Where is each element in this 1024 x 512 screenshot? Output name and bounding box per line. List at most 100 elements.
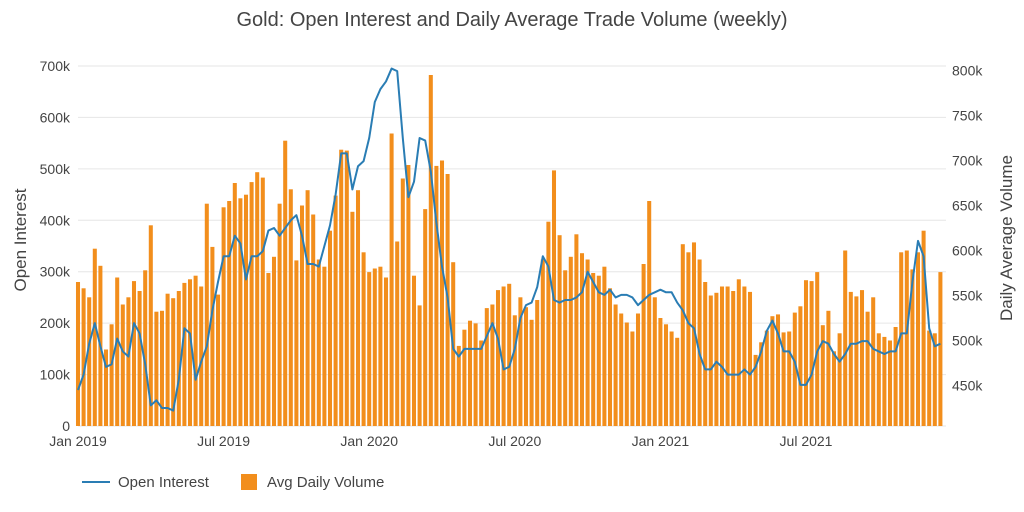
volume-bar [109, 324, 114, 426]
volume-bar [865, 311, 870, 426]
volume-bar [523, 307, 529, 426]
volume-bar [439, 160, 445, 426]
volume-bar [266, 273, 271, 426]
volume-bar [512, 315, 517, 426]
legend-label-avg-daily-volume: Avg Daily Volume [267, 474, 384, 491]
volume-bar [187, 279, 193, 426]
volume-bar [540, 259, 545, 426]
volume-bar [383, 277, 389, 426]
legend-item-open-interest[interactable]: Open Interest [82, 474, 210, 491]
volume-bar [143, 270, 148, 426]
x-tick-label: Jul 2021 [780, 433, 833, 449]
right-tick-label: 750k [952, 108, 983, 124]
volume-bar [859, 290, 865, 426]
volume-bar [697, 259, 702, 426]
volume-bar [131, 281, 137, 426]
volume-bar [400, 178, 405, 426]
volume-bar [691, 242, 697, 426]
volume-bar [546, 221, 551, 426]
volume-bar [87, 297, 92, 426]
right-axis-title: Daily Average Volume [997, 155, 1016, 321]
volume-bar [215, 294, 221, 426]
volume-bar [529, 319, 534, 426]
volume-bar [355, 190, 361, 426]
volume-bar [725, 286, 730, 426]
volume-bar [232, 183, 237, 426]
volume-bar [271, 256, 277, 426]
volume-bar [680, 244, 685, 426]
volume-bar [81, 288, 86, 426]
volume-bar [882, 336, 887, 426]
volume-bar [249, 182, 254, 426]
volume-bar [910, 269, 915, 426]
volume-bar [686, 252, 691, 426]
x-tick-label: Jul 2019 [197, 433, 250, 449]
volume-bar [915, 252, 921, 426]
x-tick-label: Jan 2019 [49, 433, 107, 449]
volume-bar [456, 345, 461, 426]
volume-bar [770, 316, 775, 426]
volume-bar [719, 286, 725, 426]
volume-bar [921, 230, 926, 426]
volume-bar [176, 291, 181, 426]
legend[interactable]: Open Interest Avg Daily Volume [82, 474, 384, 491]
volume-bar [428, 75, 433, 426]
volume-bar [759, 342, 764, 426]
open-interest-line-layer [77, 67, 941, 412]
volume-bar [596, 275, 601, 426]
volume-bar [635, 313, 641, 426]
volume-bar [837, 333, 842, 426]
volume-bar [927, 330, 932, 426]
left-y-axis: 0 100k 200k 300k 400k 500k 600k 700k [40, 58, 71, 434]
volume-bar [871, 297, 876, 426]
volume-bar [781, 332, 786, 426]
volume-bar [227, 201, 232, 426]
volume-bar [899, 252, 904, 426]
volume-bar [574, 234, 579, 426]
volume-bar [238, 198, 243, 426]
volume-bar [311, 214, 316, 426]
volume-bar [747, 291, 753, 426]
volume-bar [641, 264, 646, 426]
volume-bar [277, 203, 282, 426]
left-tick-label: 500k [40, 161, 71, 177]
volume-bar [708, 295, 713, 426]
volume-bar [148, 225, 153, 426]
volume-bar [854, 296, 859, 426]
volume-bar [775, 314, 781, 426]
right-tick-label: 550k [952, 288, 983, 304]
left-tick-label: 200k [40, 315, 71, 331]
volume-bar [893, 327, 898, 426]
volume-bar [372, 268, 377, 426]
volume-bar [126, 297, 131, 426]
left-tick-label: 700k [40, 58, 71, 74]
volume-bar [663, 324, 669, 426]
volume-bar [479, 340, 484, 426]
volume-bar [792, 312, 797, 426]
volume-bar [602, 266, 607, 426]
volume-bar [658, 318, 663, 426]
volume-bar [305, 190, 310, 426]
volume-bar [904, 250, 909, 426]
volume-bar [501, 286, 506, 426]
volume-bar [932, 333, 937, 426]
volume-bar [333, 195, 338, 426]
right-tick-label: 450k [952, 378, 983, 394]
volume-bar [199, 286, 204, 426]
volume-bar [378, 266, 383, 426]
legend-item-avg-daily-volume[interactable]: Avg Daily Volume [241, 474, 384, 491]
volume-bar [243, 194, 249, 426]
volume-bar [787, 331, 792, 426]
volume-bar [563, 270, 568, 426]
volume-bar [182, 282, 187, 426]
volume-bar [630, 331, 635, 426]
volume-bar [652, 297, 657, 426]
volume-bar [714, 292, 719, 426]
volume-bar [210, 246, 215, 426]
volume-bar [283, 140, 288, 426]
volume-bar [221, 207, 226, 426]
volume-bar [619, 313, 624, 426]
volume-bar [406, 165, 411, 426]
volume-bar [103, 349, 109, 426]
